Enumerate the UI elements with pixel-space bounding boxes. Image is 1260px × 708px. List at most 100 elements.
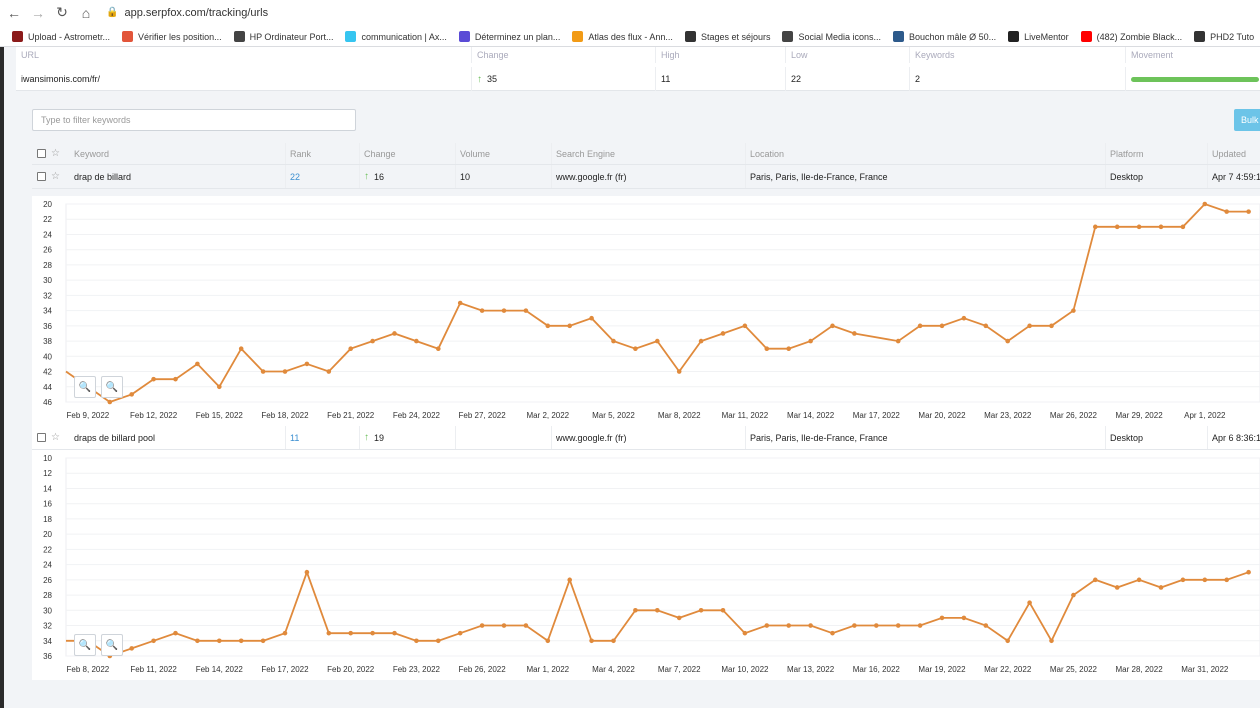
data-point[interactable] [1246, 209, 1251, 214]
header-keyword[interactable]: Keyword [74, 148, 110, 159]
header-change[interactable]: Change [471, 47, 655, 63]
data-point[interactable] [457, 630, 463, 636]
data-point[interactable] [917, 623, 923, 628]
data-point[interactable] [589, 638, 594, 644]
data-point[interactable] [830, 630, 835, 636]
data-point[interactable] [742, 630, 748, 636]
data-point[interactable] [282, 630, 288, 636]
data-point[interactable] [611, 638, 616, 644]
bookmark-item[interactable]: Social Media icons... [782, 31, 881, 42]
data-point[interactable] [895, 623, 901, 628]
data-point[interactable] [392, 331, 397, 336]
data-point[interactable] [698, 338, 704, 344]
select-all-checkbox[interactable] [37, 149, 46, 158]
filter-keywords-input[interactable]: Type to filter keywords [32, 109, 356, 131]
keyword-row[interactable]: ☆ draps de billard pool 11 ↑ 19 www.googl… [32, 426, 1260, 450]
row-checkbox[interactable] [37, 433, 46, 442]
data-point[interactable] [479, 308, 485, 313]
header-location[interactable]: Location [745, 143, 1105, 164]
bookmark-item[interactable]: Atlas des flux - Ann... [572, 31, 673, 42]
data-point[interactable] [260, 638, 266, 644]
url-table-row[interactable]: iwansimonis.com/fr/ ↑ 35 11 22 2 [16, 67, 1260, 91]
data-point[interactable] [392, 630, 397, 636]
home-icon[interactable]: ⌂ [81, 4, 91, 21]
forward-icon[interactable]: → [31, 4, 45, 21]
data-point[interactable] [479, 623, 485, 628]
data-point[interactable] [107, 399, 113, 405]
reload-icon[interactable]: ↻ [56, 4, 68, 20]
bookmark-item[interactable]: Stages et séjours [684, 31, 770, 42]
data-point[interactable] [501, 308, 507, 313]
data-point[interactable] [633, 346, 638, 351]
data-point[interactable] [1071, 592, 1076, 598]
data-point[interactable] [786, 346, 791, 351]
star-icon[interactable]: ☆ [51, 171, 60, 182]
data-point[interactable] [129, 392, 134, 397]
header-search-engine[interactable]: Search Engine [551, 143, 745, 164]
bookmark-item[interactable]: (482) Zombie Black... [1080, 31, 1182, 42]
header-low[interactable]: Low [785, 47, 909, 63]
data-point[interactable] [939, 615, 945, 621]
data-point[interactable] [173, 630, 178, 636]
header-volume[interactable]: Volume [455, 143, 551, 164]
data-point[interactable] [326, 630, 332, 636]
data-point[interactable] [1202, 201, 1208, 207]
header-platform[interactable]: Platform [1105, 143, 1207, 164]
data-point[interactable] [1180, 577, 1186, 583]
data-point[interactable] [874, 623, 879, 628]
back-icon[interactable]: ← [7, 4, 21, 21]
data-point[interactable] [326, 369, 332, 374]
header-high[interactable]: High [655, 47, 785, 63]
data-point[interactable] [1049, 323, 1054, 329]
zoom-in-button[interactable]: 🔍 [74, 634, 96, 656]
data-point[interactable] [1071, 308, 1076, 313]
data-point[interactable] [895, 338, 901, 344]
data-point[interactable] [1093, 577, 1098, 583]
data-point[interactable] [195, 361, 200, 367]
data-point[interactable] [217, 638, 222, 644]
data-point[interactable] [501, 623, 507, 628]
data-point[interactable] [1158, 585, 1164, 590]
header-url[interactable]: URL [21, 50, 40, 60]
data-point[interactable] [961, 615, 967, 621]
data-point[interactable] [238, 346, 244, 351]
data-point[interactable] [939, 323, 945, 329]
address-bar[interactable]: app.serpfox.com/tracking/urls [124, 6, 269, 19]
rank-link[interactable]: 11 [290, 432, 300, 443]
bookmark-item[interactable]: Vérifier les position... [122, 31, 222, 42]
data-point[interactable] [414, 638, 419, 644]
data-point[interactable] [742, 323, 748, 329]
data-point[interactable] [1202, 577, 1208, 583]
data-point[interactable] [1114, 585, 1120, 590]
data-point[interactable] [830, 323, 835, 329]
data-point[interactable] [348, 346, 354, 351]
data-point[interactable] [655, 608, 660, 613]
header-movement[interactable]: Movement [1125, 47, 1260, 63]
header-rank[interactable]: Rank [285, 143, 359, 164]
data-point[interactable] [611, 338, 616, 344]
data-point[interactable] [304, 361, 310, 367]
data-point[interactable] [1005, 338, 1010, 344]
row-checkbox[interactable] [37, 172, 46, 181]
data-point[interactable] [370, 630, 375, 636]
data-point[interactable] [217, 384, 222, 390]
data-point[interactable] [1136, 577, 1142, 583]
data-point[interactable] [589, 315, 594, 321]
data-point[interactable] [808, 623, 813, 628]
bulk-button[interactable]: Bulk [1234, 109, 1260, 131]
bookmark-item[interactable]: LiveMentor [1008, 31, 1069, 42]
bookmark-item[interactable]: PHD2 Tuto [1194, 31, 1254, 42]
data-point[interactable] [151, 638, 156, 644]
data-point[interactable] [151, 376, 156, 382]
header-updated[interactable]: Updated [1207, 143, 1260, 164]
zoom-out-button[interactable]: 🔍 [101, 376, 123, 398]
data-point[interactable] [1246, 569, 1251, 575]
bookmark-item[interactable]: Bouchon mâle Ø 50... [893, 31, 996, 42]
header-keywords[interactable]: Keywords [909, 47, 1125, 63]
data-point[interactable] [698, 608, 704, 613]
rank-link[interactable]: 22 [290, 171, 301, 182]
data-point[interactable] [457, 300, 463, 306]
bookmark-item[interactable]: Déterminez un plan... [458, 31, 560, 42]
lock-icon[interactable]: 🔒 [106, 7, 119, 18]
data-point[interactable] [545, 323, 551, 329]
